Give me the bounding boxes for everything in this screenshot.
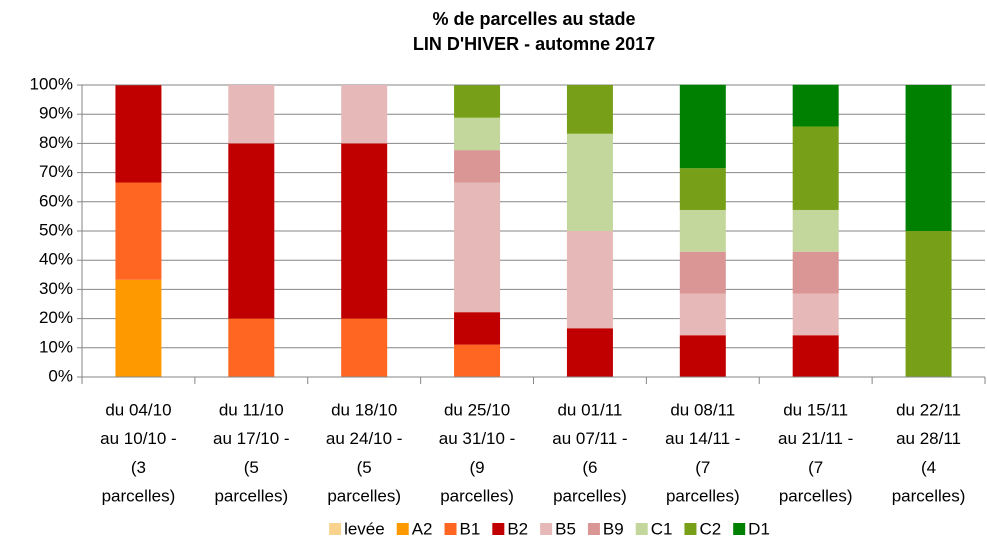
bar-segment	[567, 328, 613, 377]
x-tick-label: (9	[470, 458, 485, 477]
legend-label: C1	[651, 519, 673, 538]
x-tick-label: du 15/11	[783, 400, 848, 419]
x-tick-label: parcelles)	[102, 487, 176, 506]
x-tick-label: (6	[582, 458, 597, 477]
legend-label: B2	[507, 519, 528, 538]
y-tick-label: 80%	[39, 133, 73, 152]
x-tick-label: du 08/11	[670, 400, 735, 419]
bar-segment	[793, 335, 839, 377]
bar-segment	[793, 126, 839, 210]
y-tick-label: 30%	[39, 279, 73, 298]
x-tick-label: (3	[131, 458, 146, 477]
bar-segment	[454, 312, 500, 344]
legend-label: B9	[603, 519, 624, 538]
bar-segment	[793, 252, 839, 294]
bar-segment	[341, 319, 387, 377]
bar-segment	[454, 150, 500, 182]
bar-segment	[567, 85, 613, 134]
x-tick-label: au 24/10 -	[326, 429, 403, 448]
x-tick-label: parcelles)	[779, 487, 853, 506]
legend-swatch	[588, 523, 600, 535]
y-tick-label: 70%	[39, 162, 73, 181]
bar-segment	[680, 210, 726, 252]
x-tick-label: au 10/10 -	[100, 429, 177, 448]
legend-label: levée	[344, 519, 385, 538]
bar-segment	[341, 85, 387, 143]
legend-swatch	[492, 523, 504, 535]
chart-title: LIN D'HIVER - automne 2017	[413, 34, 655, 54]
y-tick-label: 40%	[39, 250, 73, 269]
legend-swatch	[540, 523, 552, 535]
y-tick-label: 100%	[30, 74, 73, 93]
legend-swatch	[684, 523, 696, 535]
bar-segment	[567, 134, 613, 231]
x-tick-label: parcelles)	[214, 487, 288, 506]
x-tick-label: parcelles)	[440, 487, 514, 506]
legend-label: C2	[699, 519, 721, 538]
legend-label: A2	[412, 519, 433, 538]
bar-segment	[454, 85, 500, 117]
legend-label: B1	[460, 519, 481, 538]
x-tick-label: du 18/10	[331, 400, 397, 419]
legend-label: B5	[555, 519, 576, 538]
x-tick-label: du 22/11	[896, 400, 961, 419]
x-tick-label: du 25/10	[444, 400, 510, 419]
y-tick-label: 20%	[39, 308, 73, 327]
legend-swatch	[329, 523, 341, 535]
legend-swatch	[733, 523, 745, 535]
bar-segment	[680, 335, 726, 377]
bar-segment	[228, 319, 274, 377]
x-tick-label: au 31/10 -	[439, 429, 516, 448]
bar-segment	[793, 85, 839, 127]
x-tick-label: au 17/10 -	[213, 429, 290, 448]
x-tick-label: parcelles)	[892, 487, 966, 506]
x-tick-label: (4	[921, 458, 936, 477]
bar-segment	[454, 183, 500, 313]
x-tick-label: parcelles)	[553, 487, 627, 506]
x-tick-label: au 14/11 -	[665, 429, 740, 448]
y-tick-label: 60%	[39, 191, 73, 210]
bar-segment	[793, 210, 839, 252]
bar-segment	[115, 183, 161, 280]
y-tick-label: 10%	[39, 337, 73, 356]
legend-swatch	[445, 523, 457, 535]
legend-label: D1	[748, 519, 770, 538]
bar-segment	[454, 345, 500, 377]
y-tick-label: 50%	[39, 220, 73, 239]
bar-segment	[906, 231, 952, 377]
x-tick-label: parcelles)	[666, 487, 740, 506]
y-tick-label: 90%	[39, 104, 73, 123]
x-tick-label: (7	[808, 458, 823, 477]
bar-segment	[680, 293, 726, 335]
x-tick-label: (5	[244, 458, 259, 477]
bar-segment	[115, 85, 161, 182]
x-tick-label: (5	[357, 458, 372, 477]
y-tick-label: 0%	[48, 366, 73, 385]
bar-segment	[906, 85, 952, 231]
bar-segment	[341, 143, 387, 318]
bar-segment	[454, 118, 500, 150]
x-tick-label: au 28/11	[896, 429, 961, 448]
x-tick-label: (7	[695, 458, 710, 477]
chart-title: % de parcelles au stade	[432, 9, 635, 29]
legend-swatch	[636, 523, 648, 535]
x-tick-label: parcelles)	[327, 487, 401, 506]
bar-segment	[228, 85, 274, 143]
chart: % de parcelles au stade LIN D'HIVER - au…	[0, 0, 987, 545]
x-tick-label: au 07/11 -	[552, 429, 627, 448]
bar-segment	[228, 143, 274, 318]
bar-segment	[567, 231, 613, 328]
x-tick-label: au 21/11 -	[778, 429, 853, 448]
bar-segment	[115, 280, 161, 377]
x-tick-label: du 11/10	[219, 400, 284, 419]
bar-segment	[793, 293, 839, 335]
x-tick-label: du 04/10	[105, 400, 171, 419]
bar-segment	[680, 168, 726, 210]
x-tick-label: du 01/11	[557, 400, 622, 419]
bar-segment	[680, 252, 726, 294]
bar-segment	[680, 85, 726, 169]
legend-swatch	[397, 523, 409, 535]
